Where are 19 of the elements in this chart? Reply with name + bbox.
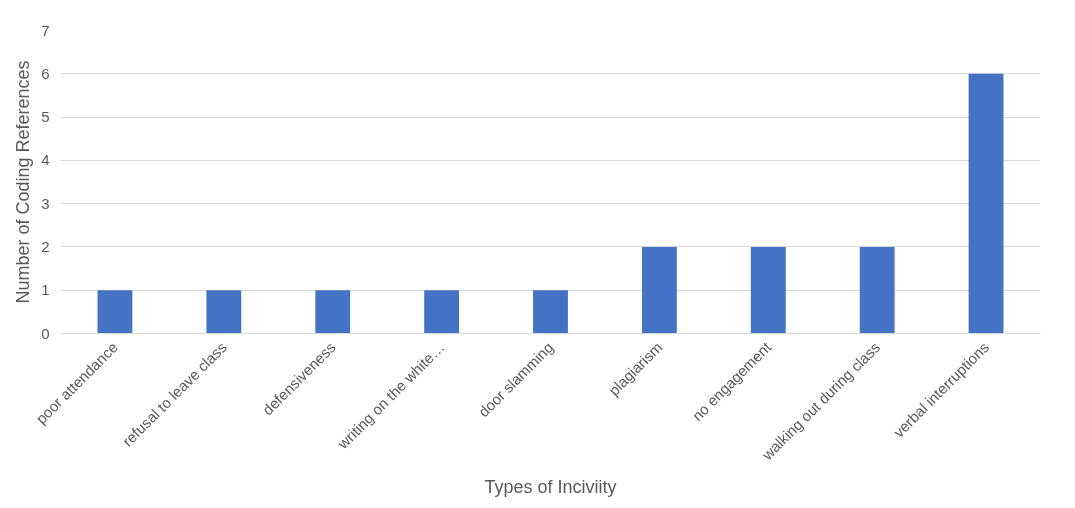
bar — [533, 290, 568, 334]
y-tick-label: 7 — [41, 21, 50, 39]
bar — [315, 290, 351, 334]
y-tick-label: 6 — [41, 64, 50, 82]
bar — [424, 290, 460, 334]
bar — [97, 290, 133, 334]
y-tick-label: 0 — [41, 324, 50, 342]
bar — [641, 246, 677, 334]
x-axis-title: Types of Inciviity — [484, 477, 617, 498]
y-tick-label: 2 — [41, 237, 50, 255]
y-tick-label: 3 — [41, 194, 50, 212]
y-tick-label: 1 — [41, 281, 50, 299]
bar — [206, 290, 242, 334]
y-tick-label: 4 — [41, 151, 50, 169]
y-tick-label: 5 — [41, 108, 50, 126]
bar — [968, 73, 1004, 334]
y-axis-title: Number of Coding References — [13, 60, 34, 304]
bar — [859, 246, 895, 334]
bar — [750, 246, 786, 334]
